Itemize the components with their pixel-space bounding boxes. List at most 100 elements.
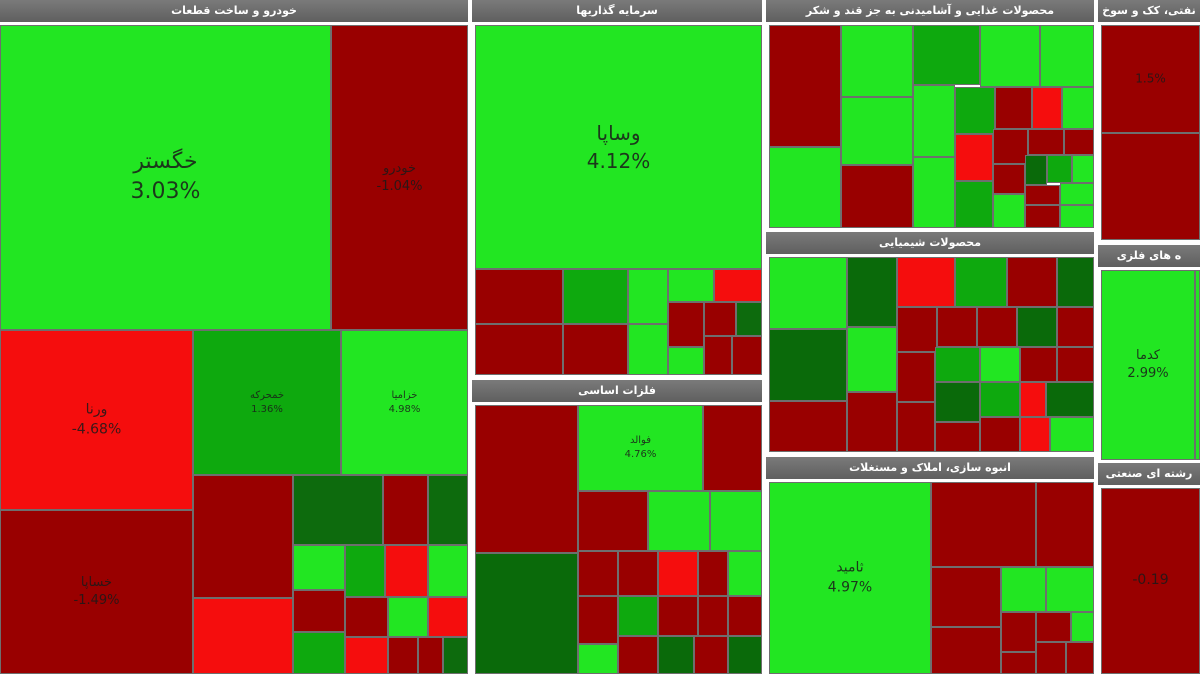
stock-cell[interactable]: [193, 598, 293, 674]
stock-cell[interactable]: خگستر 3.03%: [0, 25, 331, 330]
stock-cell[interactable]: [1072, 155, 1094, 183]
stock-cell[interactable]: [704, 302, 736, 336]
stock-cell[interactable]: [977, 307, 1017, 347]
stock-cell[interactable]: کدما 2.99%: [1101, 270, 1195, 460]
stock-cell[interactable]: [931, 567, 1001, 627]
stock-cell[interactable]: [345, 637, 388, 674]
stock-cell[interactable]: [1066, 642, 1094, 674]
stock-cell[interactable]: وساپا 4.12%: [475, 25, 762, 269]
stock-cell[interactable]: [728, 551, 762, 596]
stock-cell[interactable]: [698, 551, 728, 596]
stock-cell[interactable]: [443, 637, 468, 674]
stock-cell[interactable]: [847, 257, 897, 327]
stock-cell[interactable]: [698, 596, 728, 636]
stock-cell[interactable]: [475, 405, 578, 553]
stock-cell[interactable]: ثامید 4.97%: [769, 482, 931, 674]
stock-cell[interactable]: [993, 164, 1025, 194]
stock-cell[interactable]: [955, 134, 993, 181]
stock-cell[interactable]: [1025, 185, 1060, 205]
stock-cell[interactable]: [913, 157, 955, 228]
stock-cell[interactable]: [628, 269, 668, 324]
stock-cell[interactable]: [931, 482, 1036, 567]
stock-cell[interactable]: [1036, 612, 1071, 642]
stock-cell[interactable]: [935, 422, 980, 452]
stock-cell[interactable]: [388, 597, 428, 637]
stock-cell[interactable]: [345, 597, 388, 637]
stock-cell[interactable]: [1017, 307, 1057, 347]
stock-cell[interactable]: [980, 25, 1040, 87]
stock-cell[interactable]: 1.5%: [1101, 25, 1200, 133]
stock-cell[interactable]: [736, 302, 762, 336]
stock-cell[interactable]: [1047, 155, 1072, 183]
stock-cell[interactable]: ورنا -4.68%: [0, 330, 193, 510]
stock-cell[interactable]: [1060, 183, 1094, 205]
stock-cell[interactable]: [913, 85, 955, 157]
stock-cell[interactable]: [694, 636, 728, 674]
stock-cell[interactable]: [980, 347, 1020, 382]
stock-cell[interactable]: [710, 491, 762, 551]
stock-cell[interactable]: [293, 590, 345, 632]
stock-cell[interactable]: [475, 324, 563, 375]
stock-cell[interactable]: [475, 553, 578, 674]
stock-cell[interactable]: [1046, 382, 1094, 417]
stock-cell[interactable]: [897, 352, 935, 402]
stock-cell[interactable]: [1007, 257, 1057, 307]
stock-cell[interactable]: [563, 324, 628, 375]
stock-cell[interactable]: [897, 402, 935, 452]
stock-cell[interactable]: [628, 324, 668, 375]
stock-cell[interactable]: [897, 257, 955, 307]
stock-cell[interactable]: [841, 97, 913, 165]
stock-cell[interactable]: [388, 637, 418, 674]
stock-cell[interactable]: [668, 302, 704, 347]
stock-cell[interactable]: [728, 636, 762, 674]
stock-cell[interactable]: [1040, 25, 1094, 87]
stock-cell[interactable]: [1050, 417, 1094, 452]
stock-cell[interactable]: [293, 632, 345, 674]
stock-cell[interactable]: [1046, 567, 1094, 612]
stock-cell[interactable]: [841, 25, 913, 97]
stock-cell[interactable]: [1025, 205, 1060, 228]
stock-cell[interactable]: [931, 627, 1001, 674]
stock-cell[interactable]: [769, 401, 847, 452]
stock-cell[interactable]: [428, 475, 468, 545]
stock-cell[interactable]: [1060, 205, 1094, 228]
stock-cell[interactable]: [418, 637, 443, 674]
stock-cell[interactable]: [1020, 382, 1046, 417]
stock-cell[interactable]: [578, 551, 618, 596]
stock-cell[interactable]: [913, 25, 980, 85]
stock-cell[interactable]: [293, 475, 383, 545]
stock-cell[interactable]: خودرو -1.04%: [331, 25, 468, 330]
stock-cell[interactable]: [769, 147, 841, 228]
stock-cell[interactable]: [841, 165, 913, 228]
stock-cell[interactable]: [955, 181, 993, 228]
stock-cell[interactable]: [1032, 87, 1062, 129]
stock-cell[interactable]: خساپا -1.49%: [0, 510, 193, 674]
stock-cell[interactable]: [1001, 612, 1036, 652]
stock-cell[interactable]: [1064, 129, 1094, 155]
stock-cell[interactable]: [769, 329, 847, 401]
stock-cell[interactable]: خزامیا 4.98%: [341, 330, 468, 475]
stock-cell[interactable]: [618, 551, 658, 596]
stock-cell[interactable]: [980, 382, 1020, 417]
stock-cell[interactable]: [658, 551, 698, 596]
stock-cell[interactable]: [935, 382, 980, 422]
stock-cell[interactable]: [935, 347, 980, 382]
stock-cell[interactable]: [618, 636, 658, 674]
stock-cell[interactable]: [578, 596, 618, 644]
stock-cell[interactable]: [703, 405, 762, 491]
stock-cell[interactable]: [1195, 270, 1200, 460]
stock-cell[interactable]: [1001, 567, 1046, 612]
stock-cell[interactable]: [955, 87, 995, 134]
stock-cell[interactable]: [728, 596, 762, 636]
stock-cell[interactable]: -0.19: [1101, 488, 1200, 674]
stock-cell[interactable]: [937, 307, 977, 347]
stock-cell[interactable]: [428, 597, 468, 637]
stock-cell[interactable]: [658, 636, 694, 674]
stock-cell[interactable]: [1036, 642, 1066, 674]
stock-cell[interactable]: [995, 87, 1032, 129]
stock-cell[interactable]: [578, 491, 648, 551]
stock-cell[interactable]: [383, 475, 428, 545]
stock-cell[interactable]: [847, 392, 897, 452]
stock-cell[interactable]: خمحرکه 1.36%: [193, 330, 341, 475]
stock-cell[interactable]: [714, 269, 762, 302]
